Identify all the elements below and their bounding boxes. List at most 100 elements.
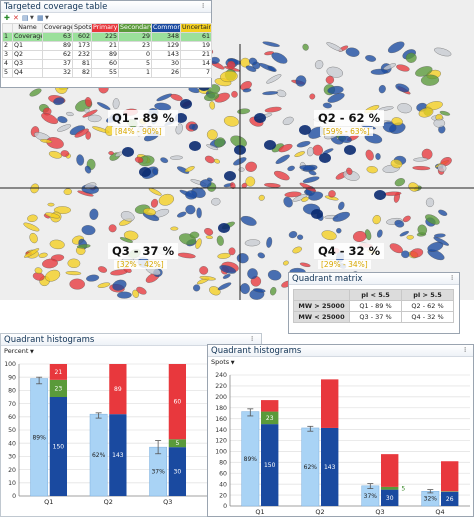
gel-spot <box>434 47 452 57</box>
gel-spot <box>84 108 90 113</box>
y-tick-label: 80 <box>8 388 16 395</box>
matrix-cell[interactable]: Q1 - 89 % <box>349 300 402 312</box>
stacked-segment-label: 30 <box>174 469 182 476</box>
table-row[interactable]: 3 Q2 62 232 89 0 143 21 <box>2 50 212 60</box>
gel-spot <box>66 111 74 117</box>
y-tick-label: 40 <box>8 440 16 447</box>
col-header-index <box>2 23 13 33</box>
gel-spot <box>199 276 216 281</box>
gel-spot-dark <box>319 153 331 163</box>
gel-spot <box>40 139 53 144</box>
panel-menu-icon[interactable]: ⁞ <box>464 346 467 354</box>
cell-index: 5 <box>2 68 13 78</box>
gel-spot <box>336 228 342 234</box>
stacked-segment-primary <box>261 400 279 412</box>
stacked-segment-secondary <box>381 486 399 490</box>
q1-coverage-label: Q1 - 89 % <box>108 110 179 126</box>
gel-spot <box>397 103 412 114</box>
view-icon[interactable]: ▦ <box>37 14 44 22</box>
gel-spot <box>81 225 96 236</box>
stacked-segment-label: 60 <box>174 399 182 406</box>
gel-spot <box>283 260 289 266</box>
stacked-segment-label: 5 <box>401 485 405 492</box>
table-row[interactable]: 4 Q3 37 81 60 5 30 14 <box>2 59 212 69</box>
cell-index: 4 <box>2 59 13 69</box>
table-row[interactable]: 2 Q1 89 173 21 23 129 19 <box>2 41 212 51</box>
gel-spot <box>427 241 444 252</box>
panel-menu-icon[interactable]: ⁞ <box>451 274 454 282</box>
gel-spot <box>156 93 173 102</box>
panel-menu-icon[interactable]: ⁞ <box>251 335 254 343</box>
gel-spot <box>338 201 345 211</box>
cell-primary: 55 <box>91 68 119 78</box>
gel-spot-dark <box>344 145 356 155</box>
matrix-cell[interactable]: Q2 - 62 % <box>401 300 454 312</box>
table-header-row: Name Coverage Spots Primary Secondary Co… <box>2 23 212 33</box>
cell-spots: 602 <box>72 32 92 42</box>
coverage-bar-label: 62% <box>92 452 106 459</box>
gel-spot <box>433 233 446 238</box>
cell-uncertain: 7 <box>180 68 212 78</box>
x-tick-label: Q1 <box>44 498 53 506</box>
gel-spot <box>390 159 403 169</box>
gel-spot <box>308 191 324 201</box>
matrix-cell[interactable]: Q4 - 32 % <box>401 311 454 323</box>
matrix-row-header: MW > 25000 <box>293 300 350 312</box>
gel-spot <box>230 182 236 189</box>
table-row[interactable]: 5 Q4 32 82 55 1 26 7 <box>2 68 212 78</box>
table-row[interactable]: 1 Coverage 63 602 225 29 348 61 <box>2 32 212 42</box>
gel-spot <box>175 123 183 135</box>
panel-menu-icon[interactable]: ⁞ <box>202 2 205 10</box>
col-header-primary[interactable]: Primary <box>91 23 119 33</box>
stacked-segment-secondary <box>168 439 187 448</box>
measure-selector[interactable]: Percent ▼ <box>4 347 34 355</box>
col-header-uncertain[interactable]: Uncertain <box>180 23 212 33</box>
dropdown-icon[interactable]: ▼ <box>45 15 49 21</box>
gel-spot <box>152 168 159 176</box>
col-header-spots[interactable]: Spots <box>72 23 92 33</box>
add-icon[interactable]: ✚ <box>4 14 10 22</box>
gel-spot <box>188 123 196 130</box>
delete-icon[interactable]: ✕ <box>13 14 19 22</box>
gel-spot <box>195 238 202 249</box>
q4-coverage-label: Q4 - 32 % <box>314 243 385 259</box>
coverage-table: Name Coverage Spots Primary Secondary Co… <box>2 23 212 78</box>
cell-common: 348 <box>151 32 181 42</box>
matrix-cell[interactable]: Q3 - 37 % <box>349 311 402 323</box>
y-tick-label: 240 <box>215 372 227 379</box>
cell-secondary: 0 <box>118 50 152 60</box>
col-header-coverage[interactable]: Coverage <box>42 23 73 33</box>
stacked-segment-common <box>381 489 399 506</box>
col-header-secondary[interactable]: Secondary <box>118 23 152 33</box>
cell-index: 2 <box>2 41 13 51</box>
x-tick-label: Q3 <box>375 508 384 516</box>
gel-spot <box>440 157 452 167</box>
gel-spot <box>108 224 117 233</box>
gel-spot <box>96 102 111 110</box>
stacked-segment-label: 143 <box>112 452 124 459</box>
cell-coverage: 62 <box>42 50 73 60</box>
gel-spot <box>325 75 335 84</box>
dropdown-icon[interactable]: ▼ <box>30 15 34 21</box>
col-header-name[interactable]: Name <box>12 23 43 33</box>
gel-spot <box>211 197 221 206</box>
gel-spot <box>158 193 175 206</box>
gel-spot <box>170 226 179 231</box>
gel-spot <box>282 116 294 126</box>
gel-spot <box>184 166 195 173</box>
table-icon[interactable]: ▤ <box>22 14 29 22</box>
stacked-segment-label: 30 <box>386 495 394 502</box>
gel-spot <box>209 286 221 296</box>
gel-spot <box>302 43 309 51</box>
measure-selector[interactable]: Spots ▼ <box>211 358 235 366</box>
col-header-common[interactable]: Common <box>151 23 181 33</box>
gel-spot <box>394 219 405 228</box>
gel-spot <box>185 190 198 200</box>
gel-spot <box>352 231 367 242</box>
gel-spot <box>120 211 135 222</box>
cell-uncertain: 19 <box>180 41 212 51</box>
dropdown-icon: ▼ <box>28 349 34 355</box>
stacked-segment-secondary <box>49 379 68 397</box>
gel-spot <box>132 289 139 298</box>
gel-spot <box>275 154 290 164</box>
